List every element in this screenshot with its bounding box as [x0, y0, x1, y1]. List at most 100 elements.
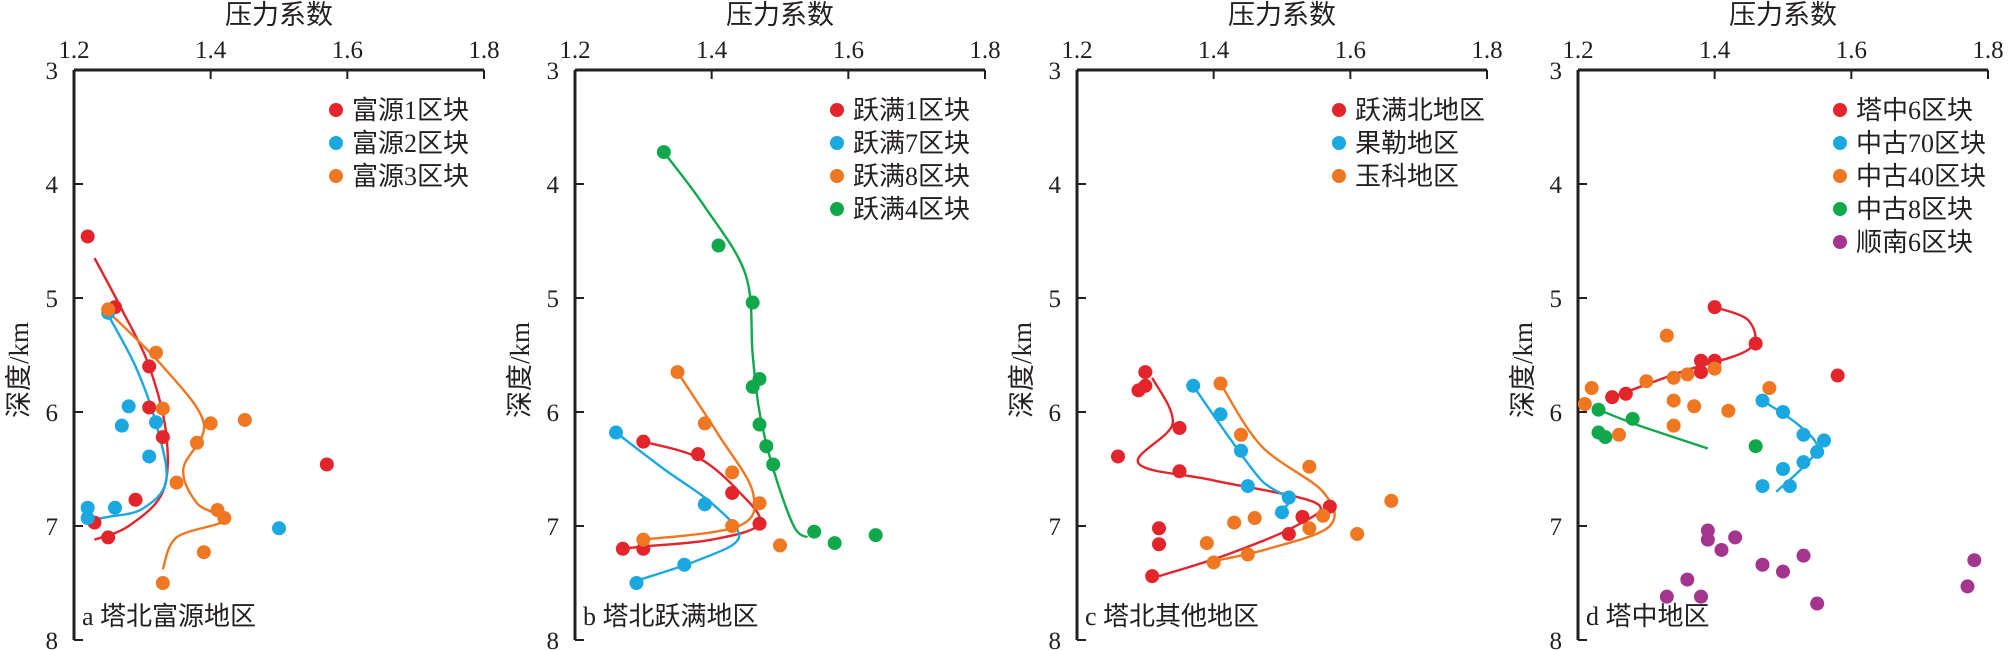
data-point — [1694, 353, 1708, 368]
data-point — [868, 528, 883, 543]
data-point — [752, 496, 767, 511]
data-point — [1728, 530, 1743, 545]
data-point — [1591, 402, 1606, 417]
data-point — [807, 524, 822, 539]
y-tick-label: 5 — [1049, 286, 1062, 313]
data-point — [1316, 508, 1330, 523]
x-tick-label: 1.8 — [969, 37, 1000, 64]
legend-label: 跃满北地区 — [1355, 96, 1485, 125]
data-point — [1707, 361, 1722, 376]
data-point — [1755, 557, 1770, 572]
legend-label: 富源3区块 — [352, 162, 469, 191]
trend-line-1 — [1136, 377, 1323, 578]
data-point — [101, 302, 116, 317]
legend-marker — [329, 169, 343, 183]
data-point — [1810, 444, 1825, 459]
data-point — [1111, 449, 1125, 464]
data-point — [773, 538, 787, 553]
x-tick-label: 1.4 — [195, 37, 227, 64]
legend-label: 中古70区块 — [1856, 129, 1986, 158]
data-point — [1234, 443, 1248, 458]
data-point — [697, 416, 712, 431]
y-axis-title: 深度/km — [4, 322, 34, 418]
x-tick-label: 1.8 — [1471, 37, 1502, 64]
y-tick-label: 7 — [1049, 514, 1062, 541]
y-tick-label: 8 — [1550, 628, 1563, 650]
y-tick-label: 6 — [46, 400, 59, 427]
legend-marker — [329, 136, 343, 150]
data-point — [1152, 537, 1166, 552]
data-point — [1830, 368, 1845, 383]
trend-line-2 — [615, 431, 741, 582]
data-point — [1302, 521, 1317, 536]
data-point — [1666, 393, 1681, 408]
data-point — [1639, 374, 1654, 389]
data-point — [190, 435, 204, 450]
data-point — [1694, 589, 1708, 604]
legend-marker — [1833, 202, 1847, 216]
legend-marker — [1833, 136, 1847, 150]
legend-marker — [1833, 103, 1847, 117]
y-tick-label: 6 — [547, 400, 560, 427]
data-point — [1152, 521, 1166, 536]
data-point — [169, 475, 184, 490]
data-point — [1172, 464, 1187, 479]
x-tick-label: 1.8 — [1972, 37, 2003, 64]
panel-label: b 塔北跃满地区 — [583, 602, 759, 631]
data-point — [149, 415, 163, 430]
legend-label: 跃满7区块 — [853, 129, 970, 158]
data-point — [1707, 300, 1722, 315]
y-tick-label: 3 — [46, 58, 59, 85]
legend-marker — [1332, 169, 1346, 183]
data-point — [1687, 399, 1702, 414]
data-point — [1755, 479, 1770, 494]
data-point — [1598, 430, 1613, 445]
data-point — [1281, 490, 1296, 505]
legend-marker — [830, 103, 844, 117]
data-point — [1666, 418, 1681, 433]
data-point — [1796, 427, 1811, 442]
data-point — [272, 521, 286, 536]
data-point — [1281, 526, 1296, 541]
data-point — [1721, 403, 1736, 418]
data-point — [725, 465, 740, 480]
x-axis-title: 压力系数 — [225, 0, 333, 30]
data-point — [752, 417, 767, 432]
data-point — [1295, 509, 1310, 524]
data-point — [1186, 378, 1201, 393]
trend-line-2 — [87, 314, 168, 522]
data-point — [1776, 405, 1790, 419]
data-point — [1625, 411, 1640, 426]
data-point — [1960, 579, 1975, 594]
legend-marker — [1332, 103, 1346, 117]
legend-label: 跃满4区块 — [853, 195, 970, 224]
trend-line-2 — [1761, 399, 1819, 493]
data-point — [1810, 596, 1825, 611]
data-point — [636, 532, 651, 547]
data-point — [1796, 455, 1811, 470]
y-tick-label: 8 — [1049, 628, 1062, 650]
y-tick-label: 7 — [46, 514, 59, 541]
data-point — [1817, 433, 1831, 448]
x-tick-label: 1.4 — [696, 37, 728, 64]
legend-label: 塔中6区块 — [1856, 96, 1973, 125]
data-point — [636, 434, 651, 449]
data-point — [711, 238, 726, 253]
legend-label: 顺南6区块 — [1856, 228, 1973, 257]
data-point — [759, 439, 774, 454]
data-point — [128, 492, 143, 507]
data-point — [1131, 383, 1146, 398]
data-point — [725, 485, 740, 500]
data-point — [827, 536, 842, 551]
legend-label: 玉科地区 — [1355, 162, 1459, 191]
y-axis-title: 深度/km — [1007, 322, 1037, 418]
legend-marker — [1833, 235, 1847, 249]
legend-marker — [329, 103, 343, 117]
x-tick-label: 1.4 — [1699, 37, 1731, 64]
legend-label: 富源2区块 — [352, 129, 469, 158]
y-tick-label: 5 — [46, 286, 59, 313]
y-tick-label: 3 — [1550, 58, 1563, 85]
data-point — [114, 418, 129, 433]
